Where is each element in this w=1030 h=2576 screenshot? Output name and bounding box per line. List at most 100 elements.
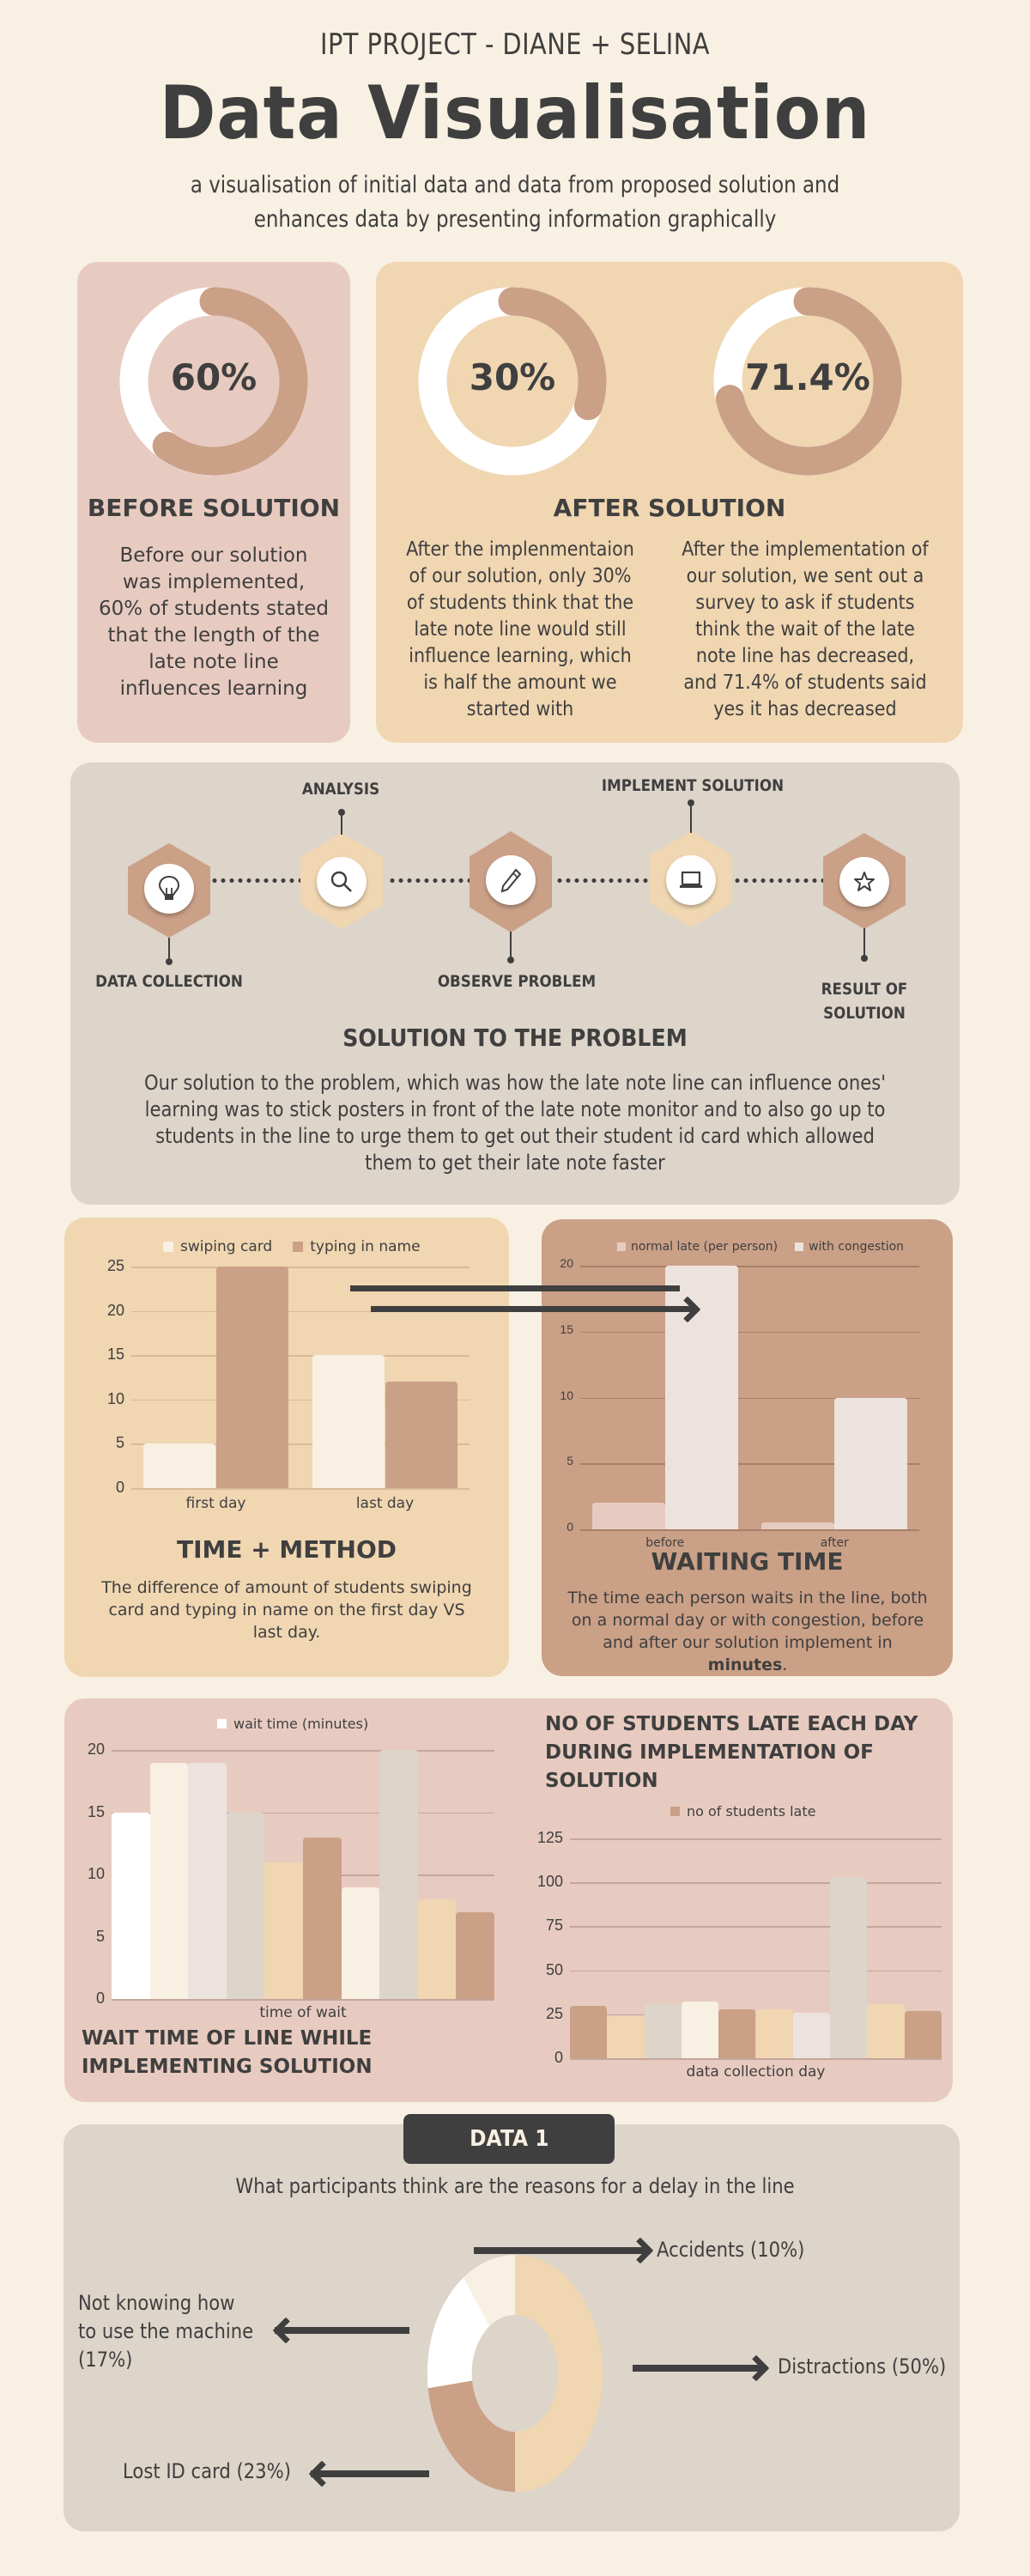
legend-with-congestion: with congestion (809, 1240, 905, 1254)
connector-4 (733, 878, 823, 883)
laptop-icon (666, 855, 716, 905)
y-tick-label: 125 (536, 1829, 563, 1846)
legend-normal-late: normal late (per person) (631, 1240, 779, 1254)
step-5-stem (863, 928, 865, 957)
gridline (570, 1838, 942, 1840)
students-late-bar-chart: 0 25 50 75 100 125 data collection day (64, 1698, 953, 2102)
legend-swatch-late (670, 1807, 680, 1816)
waiting-time-card: normal late (per person) with congestion… (542, 1219, 953, 1676)
bar (112, 1812, 150, 1999)
gridline (131, 1399, 470, 1401)
y-tick-label: 0 (95, 1990, 105, 2007)
data1-badge-label: DATA 1 (469, 2126, 549, 2152)
bar (379, 1750, 418, 1999)
waiting-time-text-bold: minutes (707, 1656, 783, 1674)
step-label-data-collection: DATA COLLECTION (95, 972, 243, 991)
arrow-distractions-line (633, 2365, 761, 2372)
y-tick-label: 15 (560, 1321, 573, 1336)
page-title: Data Visualisation (159, 70, 871, 156)
search-icon (317, 857, 367, 907)
bar (607, 2015, 645, 2058)
legend-swatch-normal (617, 1242, 626, 1251)
y-tick-label: 0 (554, 2049, 563, 2066)
y-tick-label: 15 (87, 1802, 105, 1820)
legend-swatch-congestion (795, 1242, 804, 1251)
gridline (112, 1999, 494, 2001)
waiting-time-text-main: The time each person waits in the line, … (567, 1589, 928, 1652)
step-1-dot (166, 958, 173, 965)
waiting-time-text: The time each person waits in the line, … (563, 1587, 932, 1676)
bar (830, 1877, 868, 2058)
wait-time-heading: WAIT TIME OF LINE WHILE IMPLEMENTING SOL… (82, 2027, 373, 2078)
step-3-stem (510, 932, 512, 959)
legend-swatch-swiping (163, 1242, 173, 1252)
before-solution-card: 60% BEFORE SOLUTION Before our solution … (77, 262, 350, 743)
arrow-lost-id-line (311, 2470, 429, 2477)
gridline (570, 1970, 942, 1972)
bar (681, 2002, 719, 2058)
after-right-text: After the implementation of our solution… (682, 538, 929, 720)
intro-text: a visualisation of initial data and data… (190, 172, 840, 233)
gridline (580, 1529, 919, 1531)
label-not-knowing-2: to use the machine (78, 2319, 254, 2343)
y-tick-label: 20 (87, 1741, 105, 1758)
connector-arrow-line-2 (371, 1306, 697, 1312)
gridline (131, 1443, 470, 1445)
pie-slice (427, 2277, 490, 2389)
x-axis-title: time of wait (259, 2004, 347, 2021)
y-tick-label: 100 (536, 1873, 563, 1891)
gridline (112, 1812, 494, 1814)
gridline (570, 2058, 942, 2060)
bar (264, 1862, 303, 1999)
bar (591, 1503, 665, 1529)
y-tick-label: 10 (106, 1389, 124, 1407)
y-tick-label: 15 (106, 1346, 124, 1364)
y-tick-label: 10 (87, 1865, 105, 1882)
legend-students-late: no of students late (687, 1803, 816, 1820)
bar (834, 1397, 908, 1529)
step-label-result-of-solution: RESULT OF SOLUTION (821, 980, 908, 1023)
pie-slice (515, 2255, 603, 2492)
project-subtitle: IPT PROJECT - DIANE + SELINA (319, 27, 711, 62)
after-donut-chart-71 (713, 287, 902, 476)
bar (755, 2008, 793, 2058)
after-heading: AFTER SOLUTION (553, 494, 786, 522)
after-solution-card: 30% 71.4% AFTER SOLUTION After the imple… (376, 262, 963, 743)
legend-swatch-wait (217, 1719, 227, 1728)
gridline (570, 1926, 942, 1928)
bar (792, 2012, 831, 2058)
y-tick-label: 50 (545, 1960, 563, 1978)
y-tick-label: 25 (545, 2004, 563, 2022)
gridline (131, 1310, 470, 1313)
bar (456, 1911, 494, 1999)
bar (341, 1886, 380, 1999)
before-percent: 60% (170, 356, 258, 398)
data1-badge: DATA 1 (403, 2114, 615, 2164)
x-axis-title: data collection day (686, 2063, 826, 2081)
gridline (131, 1267, 470, 1268)
wait-and-late-card: wait time (minutes) 0 5 10 15 20 time of wait… (64, 1698, 953, 2102)
time-method-card: swiping card typing in name 0 5 10 15 20 25 fi… (64, 1218, 509, 1677)
students-late-legend: no of students late (670, 1803, 815, 1820)
y-tick-label: 25 (106, 1257, 124, 1274)
gridline (580, 1266, 919, 1267)
gridline (570, 1882, 942, 1884)
bar (718, 2008, 756, 2058)
y-tick-label: 20 (560, 1256, 573, 1270)
star-icon (839, 857, 889, 907)
step-4-stem (690, 802, 692, 833)
x-category-label: first day (185, 1495, 246, 1512)
bar (761, 1522, 835, 1529)
data1-question: What participants think are the reasons … (235, 2174, 795, 2198)
step-2-dot (338, 809, 345, 816)
time-method-legend: swiping card typing in name (163, 1238, 421, 1255)
bar (215, 1267, 289, 1488)
bar (904, 2010, 942, 2058)
pie-slice (427, 2380, 515, 2492)
connector-1 (210, 878, 300, 883)
arrow-accidents-line (474, 2247, 645, 2254)
after-donut-chart-30 (418, 287, 607, 476)
solution-text: Our solution to the problem, which was h… (143, 1071, 887, 1175)
pencil-icon (486, 855, 536, 905)
gridline (131, 1355, 470, 1357)
